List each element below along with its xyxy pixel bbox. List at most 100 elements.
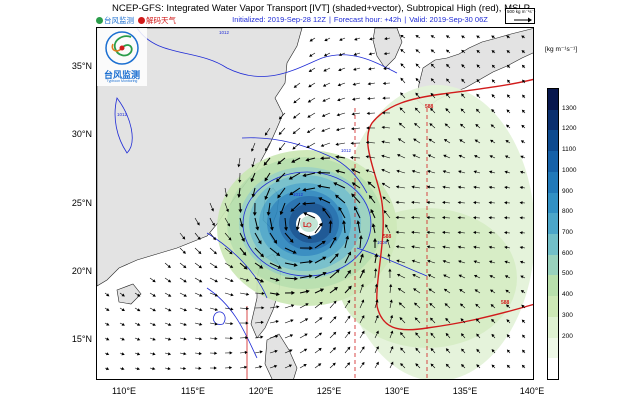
ivt-vector-head: [396, 273, 401, 277]
ivt-vector-head: [522, 79, 526, 83]
brand-left-icon: [96, 17, 103, 24]
ivt-vector-head: [106, 293, 110, 297]
ivt-vector-head: [106, 307, 110, 311]
ivt-vector-head: [428, 288, 432, 292]
ivt-vector-head: [427, 169, 431, 174]
lat-label: 20°N: [71, 266, 92, 276]
ivt-vector-head: [411, 169, 415, 173]
ivt-vector-head: [473, 230, 477, 235]
ivt-vector-head: [489, 275, 493, 278]
ivt-vector-head: [317, 184, 322, 189]
ivt-vector-head: [367, 82, 371, 86]
ivt-vector-head: [290, 207, 295, 212]
colorbar-tick-label: 300: [562, 311, 573, 319]
ivt-vector-head: [137, 337, 141, 341]
ivt-vector-head: [307, 235, 312, 239]
ivt-vector-head: [430, 317, 434, 321]
ivt-vector-head: [505, 304, 510, 308]
ivt-vector-head: [361, 330, 365, 335]
colorbar-segment: [548, 275, 558, 297]
ivt-vector-head: [295, 226, 300, 231]
ivt-vector-head: [445, 348, 449, 352]
vector-reference-label: 500 kg m⁻¹s⁻¹: [507, 9, 536, 14]
isobar-label: 1012: [293, 192, 304, 197]
ivt-vector-head: [460, 108, 464, 112]
ivt-vector-head: [444, 303, 448, 307]
ivt-vector-head: [106, 337, 110, 341]
ivt-vector-head: [397, 138, 402, 142]
ivt-vector-head: [400, 34, 404, 38]
ivt-vector-head: [504, 201, 508, 205]
ivt-vector-head: [263, 161, 268, 166]
ivt-vector-head: [461, 93, 465, 97]
ivt-vector-head: [275, 178, 280, 183]
ivt-vector-head: [383, 210, 387, 214]
ivt-vector-head: [335, 269, 340, 274]
ivt-vector-head: [375, 299, 379, 303]
ivt-vector-head: [214, 336, 218, 341]
ivt-vector-head: [506, 334, 510, 338]
ivt-vector-head: [318, 363, 322, 367]
ivt-vector-head: [381, 111, 385, 115]
ivt-vector-head: [322, 272, 327, 276]
ivt-vector-head: [507, 79, 511, 83]
ivt-vector-head: [306, 129, 311, 133]
ivt-vector-head: [389, 283, 393, 287]
ivt-vector-head: [319, 317, 323, 321]
colorbar-segment: [548, 109, 558, 131]
ivt-vector-head: [121, 337, 125, 341]
brand-left[interactable]: 台风监测: [96, 15, 134, 26]
typhoon-logo[interactable]: 台风监测 Typhoon Monitoring: [97, 28, 147, 86]
ivt-vector-head: [519, 260, 524, 264]
ivt-vector-head: [152, 308, 156, 312]
ivt-vector-head: [347, 315, 351, 319]
ivt-vector-head: [361, 315, 365, 319]
ivt-vector-head: [429, 123, 433, 127]
ivt-vector-head: [351, 182, 356, 186]
ivt-vector-head: [264, 132, 268, 136]
brand-right[interactable]: 解码天气: [138, 15, 176, 26]
ivt-vector-head: [152, 337, 156, 341]
ivt-vector-head: [198, 250, 202, 255]
ivt-vector-head: [277, 194, 282, 199]
ivt-vector-head: [356, 220, 361, 225]
ivt-vector-head: [273, 239, 278, 244]
ivt-vector-head: [426, 200, 430, 205]
ivt-vector-head: [442, 245, 446, 249]
ivt-vector-head: [443, 139, 448, 142]
ivt-vector-head: [361, 361, 365, 366]
ivt-vector-head: [338, 53, 342, 56]
ivt-vector-head: [476, 49, 480, 54]
ivt-vector-head: [390, 361, 394, 365]
map-area[interactable]: 1012 1012 1012 1008 1012 588 588 588 L: [96, 27, 534, 380]
colorbar-tick-label: 1100: [562, 146, 576, 154]
ivt-vector-head: [443, 288, 448, 292]
ivt-vector-head: [373, 268, 378, 272]
ivt-vector-head: [351, 112, 355, 116]
ivt-vector-head: [457, 230, 461, 235]
ivt-vector-head: [426, 245, 430, 249]
colorbar-segment: [548, 234, 558, 256]
ivt-vector-head: [442, 259, 446, 264]
ivt-vector-head: [167, 337, 172, 341]
ivt-vector-head: [168, 293, 172, 297]
ivt-vector-head: [505, 124, 510, 128]
lon-label: 135°E: [452, 386, 478, 396]
ivt-vector-head: [275, 292, 280, 297]
ivt-vector-head: [335, 127, 340, 132]
ivt-vector-head: [521, 364, 526, 368]
ivt-vector-head: [473, 274, 478, 278]
ivt-vector-head: [375, 330, 379, 334]
ivt-vector-head: [442, 170, 446, 174]
ivt-vector-head: [365, 140, 369, 145]
ivt-vector-head: [224, 194, 228, 198]
ivt-vector-head: [309, 246, 314, 251]
ivt-vector-head: [461, 363, 465, 368]
ivt-vector-head: [491, 35, 495, 39]
ivt-vector-head: [415, 363, 419, 367]
ivt-vector-head: [504, 170, 508, 174]
ivt-vector-head: [522, 94, 526, 98]
ivt-vector-head: [521, 319, 525, 323]
valid-time: Valid: 2019-Sep-30 06Z: [409, 15, 488, 24]
ivt-vector-head: [430, 78, 434, 82]
